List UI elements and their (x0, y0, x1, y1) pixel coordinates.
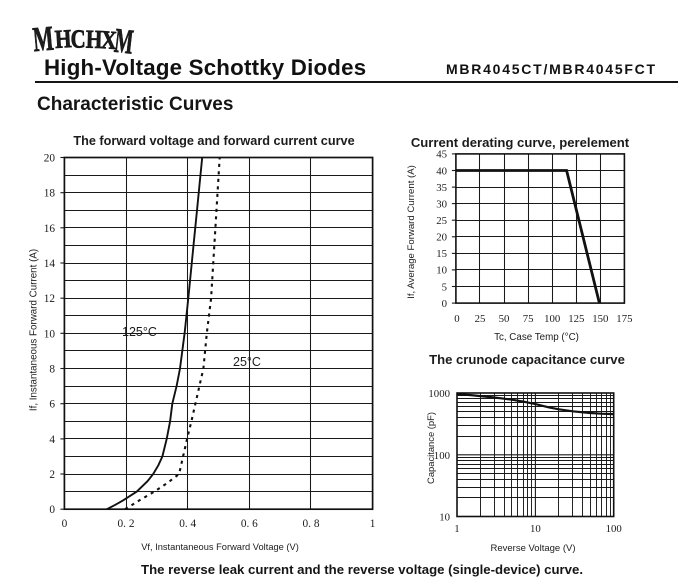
svg-text:Tc, Case Temp (°C): Tc, Case Temp (°C) (494, 332, 579, 343)
svg-text:5: 5 (442, 281, 447, 293)
svg-text:1: 1 (454, 523, 459, 535)
svg-text:Reverse Voltage (V): Reverse Voltage (V) (490, 543, 575, 554)
svg-text:The forward voltage and forwar: The forward voltage and forward current … (73, 134, 354, 148)
svg-text:H: H (54, 25, 73, 54)
svg-text:Vf, Instantaneous Forward Volt: Vf, Instantaneous Forward Voltage (V) (141, 542, 299, 552)
svg-text:50: 50 (499, 313, 510, 325)
svg-text:45: 45 (436, 149, 447, 161)
svg-text:75: 75 (523, 313, 534, 325)
svg-text:175: 175 (616, 313, 632, 325)
svg-text:The crunode capacitance curve: The crunode capacitance curve (429, 352, 625, 367)
svg-text:20: 20 (436, 232, 447, 244)
svg-text:0. 8: 0. 8 (303, 518, 320, 530)
svg-text:1000: 1000 (428, 388, 450, 400)
svg-text:10: 10 (439, 512, 450, 524)
svg-text:Current derating curve, perele: Current derating curve, perelement (411, 135, 630, 150)
svg-text:12: 12 (44, 293, 56, 305)
svg-text:0. 4: 0. 4 (179, 518, 196, 530)
svg-text:Capacitance (pF): Capacitance (pF) (425, 412, 436, 484)
svg-text:40: 40 (436, 165, 447, 177)
svg-text:8: 8 (49, 364, 55, 376)
svg-text:0: 0 (62, 518, 68, 530)
svg-text:100: 100 (434, 450, 450, 462)
svg-text:H: H (85, 26, 103, 54)
svg-text:150: 150 (592, 313, 608, 325)
svg-text:125: 125 (568, 313, 584, 325)
svg-text:0: 0 (49, 504, 55, 516)
svg-text:100: 100 (606, 523, 622, 535)
svg-text:0: 0 (454, 313, 459, 325)
svg-text:100: 100 (544, 313, 560, 325)
svg-text:If, Average Forward Current (A: If, Average Forward Current (A) (406, 165, 417, 299)
svg-text:25: 25 (475, 313, 486, 325)
svg-text:30: 30 (436, 198, 447, 210)
svg-text:16: 16 (44, 223, 56, 235)
svg-text:4: 4 (49, 434, 55, 446)
svg-text:10: 10 (530, 523, 541, 535)
svg-text:35: 35 (436, 182, 447, 194)
svg-text:0. 6: 0. 6 (241, 518, 258, 530)
svg-text:14: 14 (44, 258, 56, 270)
svg-text:C: C (70, 25, 86, 54)
svg-text:25: 25 (436, 215, 447, 227)
svg-text:10: 10 (44, 328, 56, 340)
svg-text:10: 10 (436, 265, 447, 277)
svg-text:1: 1 (370, 518, 376, 530)
svg-text:125°C: 125°C (122, 325, 157, 339)
svg-text:20: 20 (44, 153, 56, 165)
svg-text:25°C: 25°C (233, 355, 261, 369)
svg-text:15: 15 (436, 248, 447, 260)
svg-text:2: 2 (49, 469, 55, 481)
svg-text:X: X (100, 26, 118, 54)
svg-text:If, Instantaneous Forward Curr: If, Instantaneous Forward Current (A) (29, 249, 40, 411)
svg-text:0: 0 (442, 298, 447, 310)
svg-text:M: M (31, 19, 55, 54)
svg-text:18: 18 (44, 188, 56, 200)
svg-text:0. 2: 0. 2 (118, 518, 135, 530)
svg-text:6: 6 (49, 399, 55, 411)
svg-text:M: M (113, 22, 136, 54)
